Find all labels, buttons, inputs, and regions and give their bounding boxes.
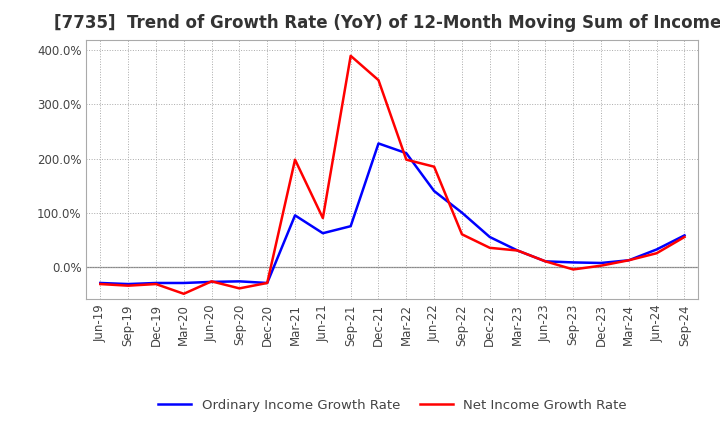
Net Income Growth Rate (458, 231, 467, 237)
Net Income Growth Rate (318, 216, 327, 221)
Ordinary Income Growth Rate (624, 258, 633, 263)
Net Income Growth Rate (402, 157, 410, 162)
Net Income Growth Rate (152, 282, 161, 287)
Ordinary Income Growth Rate (207, 279, 216, 285)
Net Income Growth Rate (179, 291, 188, 297)
Net Income Growth Rate (207, 279, 216, 284)
Ordinary Income Growth Rate (179, 280, 188, 286)
Net Income Growth Rate (680, 235, 689, 240)
Ordinary Income Growth Rate (513, 248, 522, 253)
Net Income Growth Rate (124, 283, 132, 288)
Ordinary Income Growth Rate (430, 188, 438, 194)
Net Income Growth Rate (513, 248, 522, 253)
Ordinary Income Growth Rate (152, 280, 161, 286)
Ordinary Income Growth Rate (569, 260, 577, 265)
Net Income Growth Rate (569, 267, 577, 272)
Net Income Growth Rate (263, 280, 271, 286)
Net Income Growth Rate (430, 164, 438, 169)
Ordinary Income Growth Rate (597, 260, 606, 266)
Title: [7735]  Trend of Growth Rate (YoY) of 12-Month Moving Sum of Incomes: [7735] Trend of Growth Rate (YoY) of 12-… (54, 15, 720, 33)
Ordinary Income Growth Rate (291, 213, 300, 218)
Ordinary Income Growth Rate (318, 231, 327, 236)
Ordinary Income Growth Rate (652, 247, 661, 252)
Net Income Growth Rate (235, 286, 243, 291)
Net Income Growth Rate (485, 245, 494, 250)
Legend: Ordinary Income Growth Rate, Net Income Growth Rate: Ordinary Income Growth Rate, Net Income … (153, 394, 632, 417)
Ordinary Income Growth Rate (96, 280, 104, 286)
Net Income Growth Rate (597, 263, 606, 268)
Net Income Growth Rate (374, 77, 383, 83)
Ordinary Income Growth Rate (235, 279, 243, 284)
Ordinary Income Growth Rate (680, 233, 689, 238)
Ordinary Income Growth Rate (402, 150, 410, 156)
Ordinary Income Growth Rate (374, 141, 383, 146)
Ordinary Income Growth Rate (346, 224, 355, 229)
Net Income Growth Rate (652, 251, 661, 256)
Ordinary Income Growth Rate (263, 280, 271, 286)
Line: Ordinary Income Growth Rate: Ordinary Income Growth Rate (100, 143, 685, 284)
Ordinary Income Growth Rate (458, 210, 467, 215)
Net Income Growth Rate (346, 53, 355, 59)
Net Income Growth Rate (291, 157, 300, 162)
Line: Net Income Growth Rate: Net Income Growth Rate (100, 56, 685, 294)
Net Income Growth Rate (96, 282, 104, 287)
Ordinary Income Growth Rate (485, 235, 494, 240)
Net Income Growth Rate (624, 258, 633, 263)
Ordinary Income Growth Rate (124, 282, 132, 287)
Ordinary Income Growth Rate (541, 259, 550, 264)
Net Income Growth Rate (541, 259, 550, 264)
